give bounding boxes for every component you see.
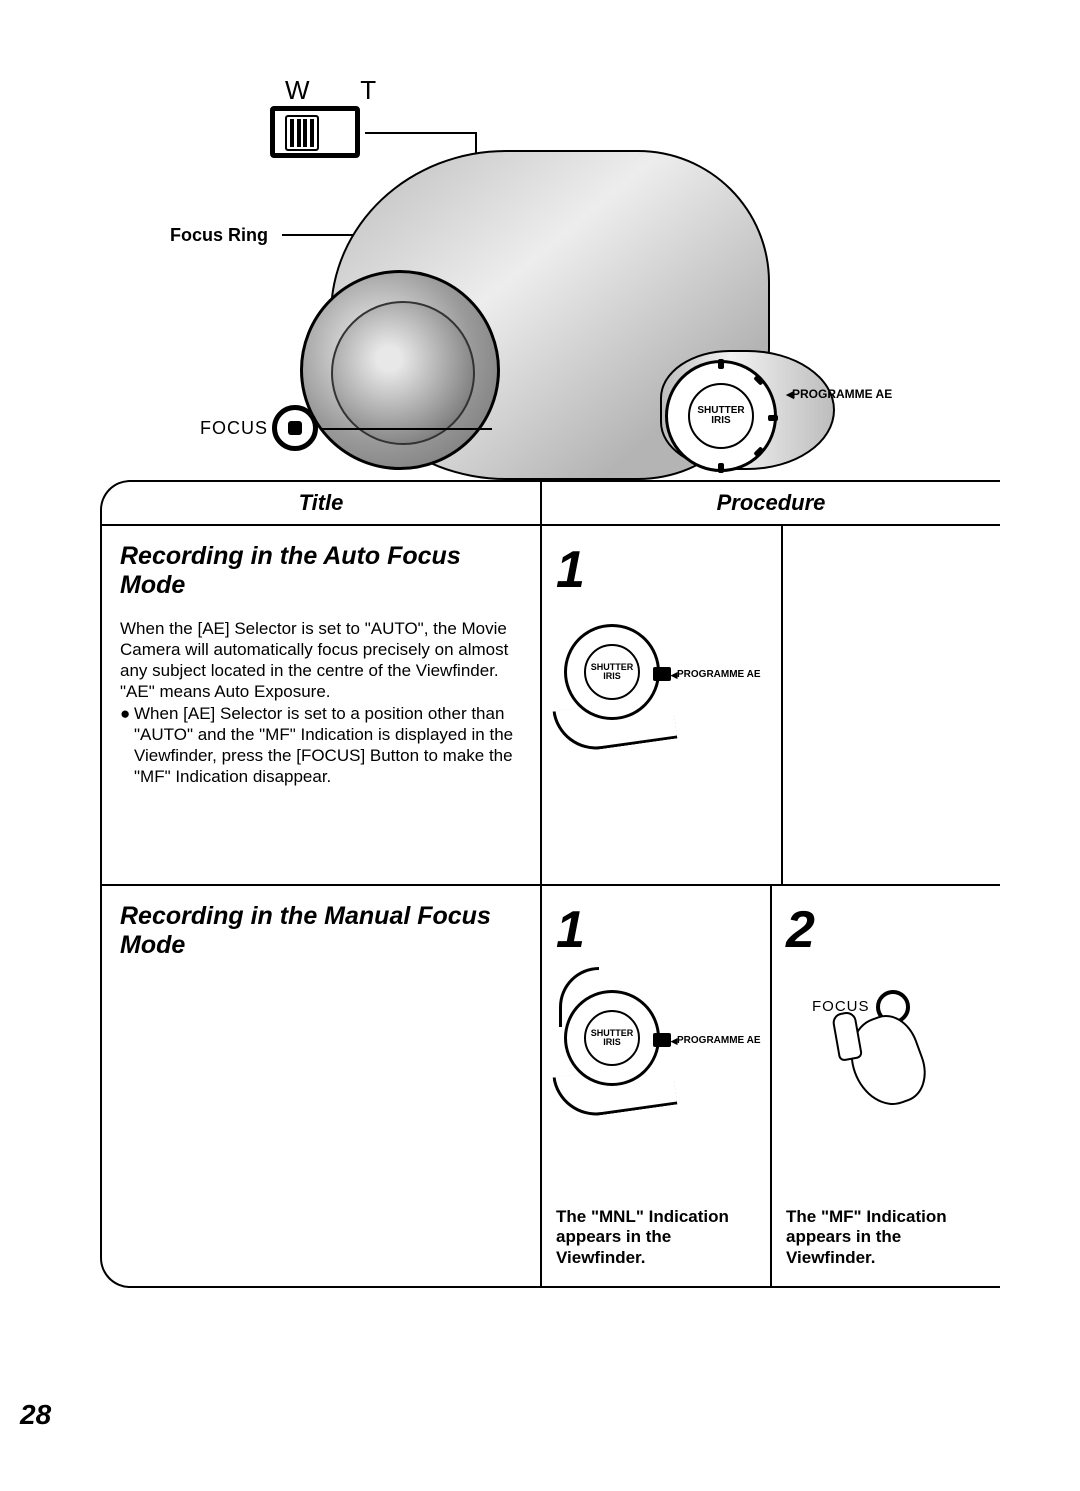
- programme-ae-label: PROGRAMME AE: [677, 669, 761, 680]
- ae-selector-dial-icon: SHUTTER IRIS ◄ PROGRAMME AE: [564, 624, 660, 720]
- procedure-step-empty: [781, 526, 1000, 884]
- leader-line: [322, 428, 492, 430]
- focus-button-press-illustration: FOCUS: [812, 990, 986, 1024]
- procedure-cell: 1 SHUTTER IRIS ◄ PROGRAMME AE: [542, 886, 1000, 1286]
- rotation-arrow-icon: [553, 695, 678, 755]
- title-cell: Recording in the Manual Focus Mode: [102, 886, 542, 1286]
- title-cell: Recording in the Auto Focus Mode When th…: [102, 526, 542, 884]
- programme-ae-label: PROGRAMME AE: [677, 1035, 761, 1046]
- section-heading: Recording in the Manual Focus Mode: [120, 902, 522, 960]
- focus-button-label: FOCUS: [200, 418, 268, 439]
- focus-ring-label: Focus Ring: [170, 225, 268, 246]
- table-row: Recording in the Auto Focus Mode When th…: [102, 526, 1000, 886]
- procedure-step: 1 SHUTTER IRIS ◄ PROGRAMME AE: [542, 526, 781, 884]
- step-number: 1: [556, 540, 767, 600]
- rotation-arrow-icon: [553, 1061, 678, 1121]
- hand-press-icon: [839, 1007, 936, 1116]
- step-number: 1: [556, 900, 756, 960]
- instruction-table: Title Procedure Recording in the Auto Fo…: [100, 480, 1000, 1288]
- ae-selector-dial-icon: SHUTTER IRIS ◄ PROGRAMME AE: [564, 990, 660, 1086]
- focus-button-icon: [272, 405, 318, 451]
- wt-label: W T: [285, 75, 398, 106]
- col-header-title: Title: [102, 482, 542, 524]
- section-heading: Recording in the Auto Focus Mode: [120, 542, 522, 600]
- col-header-procedure: Procedure: [542, 482, 1000, 524]
- table-row: Recording in the Manual Focus Mode 1 SHU…: [102, 886, 1000, 1286]
- step-number: 2: [786, 900, 986, 960]
- rotation-arrow-icon: [559, 967, 599, 1027]
- leader-line: [365, 132, 475, 134]
- page-number: 28: [20, 1399, 51, 1431]
- bullet-dot-icon: ●: [120, 703, 134, 788]
- zoom-rocker-icon: [270, 106, 360, 158]
- step-caption: The "MNL" Indication appears in the View…: [556, 1207, 760, 1268]
- camera-lens-illustration: [300, 270, 500, 470]
- paragraph: When the [AE] Selector is set to "AUTO",…: [120, 618, 522, 703]
- dial-text-bottom: IRIS: [603, 672, 621, 681]
- programme-ae-label: PROGRAMME AE: [792, 387, 892, 401]
- procedure-step: 1 SHUTTER IRIS ◄ PROGRAMME AE: [542, 886, 770, 1286]
- bullet-item: ● When [AE] Selector is set to a positio…: [120, 703, 522, 788]
- ae-selector-dial-icon: SHUTTER IRIS: [665, 360, 777, 472]
- body-text: When the [AE] Selector is set to "AUTO",…: [120, 618, 522, 788]
- procedure-cell: 1 SHUTTER IRIS ◄ PROGRAMME AE: [542, 526, 1000, 884]
- bullet-text: When [AE] Selector is set to a position …: [134, 703, 522, 788]
- procedure-step: 2 FOCUS The "MF" Indication appears in t…: [770, 886, 1000, 1286]
- step-caption: The "MF" Indication appears in the Viewf…: [786, 1207, 990, 1268]
- dial-text-bottom: IRIS: [603, 1038, 621, 1047]
- camera-diagram: W T Focus Ring SHUTTER IRIS ◄ PROGRAM: [100, 60, 1000, 480]
- table-header-row: Title Procedure: [102, 482, 1000, 526]
